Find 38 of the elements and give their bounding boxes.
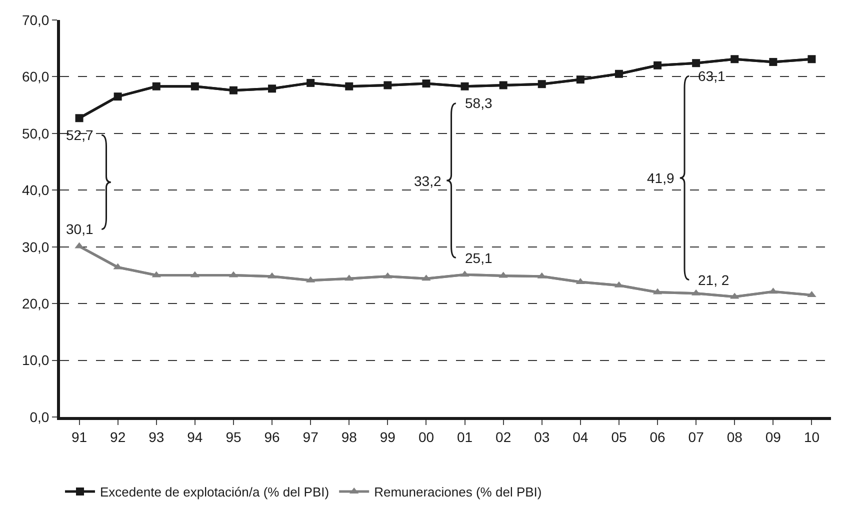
x-tick-label: 04 (572, 428, 588, 445)
y-tick-label: 40,0 (22, 182, 50, 198)
annotation: 25,1 (465, 250, 492, 266)
y-tick-label: 50,0 (22, 125, 50, 142)
x-tick-label: 00 (418, 428, 434, 445)
x-tick-label: 08 (726, 428, 743, 445)
annotation: 30,1 (66, 221, 94, 237)
y-tick-label: 30,0 (22, 238, 50, 255)
x-tick-label: 94 (187, 428, 203, 445)
annotation: 41,9 (647, 170, 674, 186)
legend-label: Remuneraciones (% del PBI) (374, 484, 542, 500)
x-tick-label: 92 (110, 428, 126, 445)
x-tick-label: 97 (302, 428, 319, 445)
x-tick-label: 99 (380, 428, 396, 445)
annotation: 52,7 (66, 127, 94, 143)
x-tick-label: 03 (534, 428, 550, 445)
y-tick-label: 60,0 (22, 68, 50, 85)
annotation: 21, 2 (698, 272, 730, 288)
x-tick-label: 95 (226, 428, 242, 445)
x-tick-label: 07 (688, 428, 704, 445)
x-tick-label: 91 (71, 428, 88, 445)
x-tick-label: 05 (611, 428, 627, 445)
x-tick-label: 93 (148, 428, 164, 445)
x-tick-label: 09 (765, 428, 782, 445)
x-tick-label: 96 (264, 428, 280, 445)
x-tick-label: 98 (341, 428, 358, 445)
annotation: 63,1 (698, 68, 726, 84)
x-tick-label: 01 (456, 428, 473, 445)
y-tick-label: 10,0 (22, 352, 50, 368)
y-tick-label: 0,0 (30, 408, 50, 425)
y-tick-label: 20,0 (22, 295, 50, 312)
y-tick-label: 70,0 (22, 12, 50, 28)
x-tick-label: 10 (804, 428, 820, 445)
legend-label: Excedente de explotación/a (% del PBI) (100, 484, 330, 500)
x-tick-label: 06 (650, 428, 666, 445)
x-tick-label: 02 (496, 428, 512, 445)
annotation: 58,3 (465, 95, 492, 111)
annotation: 33,2 (414, 173, 442, 189)
